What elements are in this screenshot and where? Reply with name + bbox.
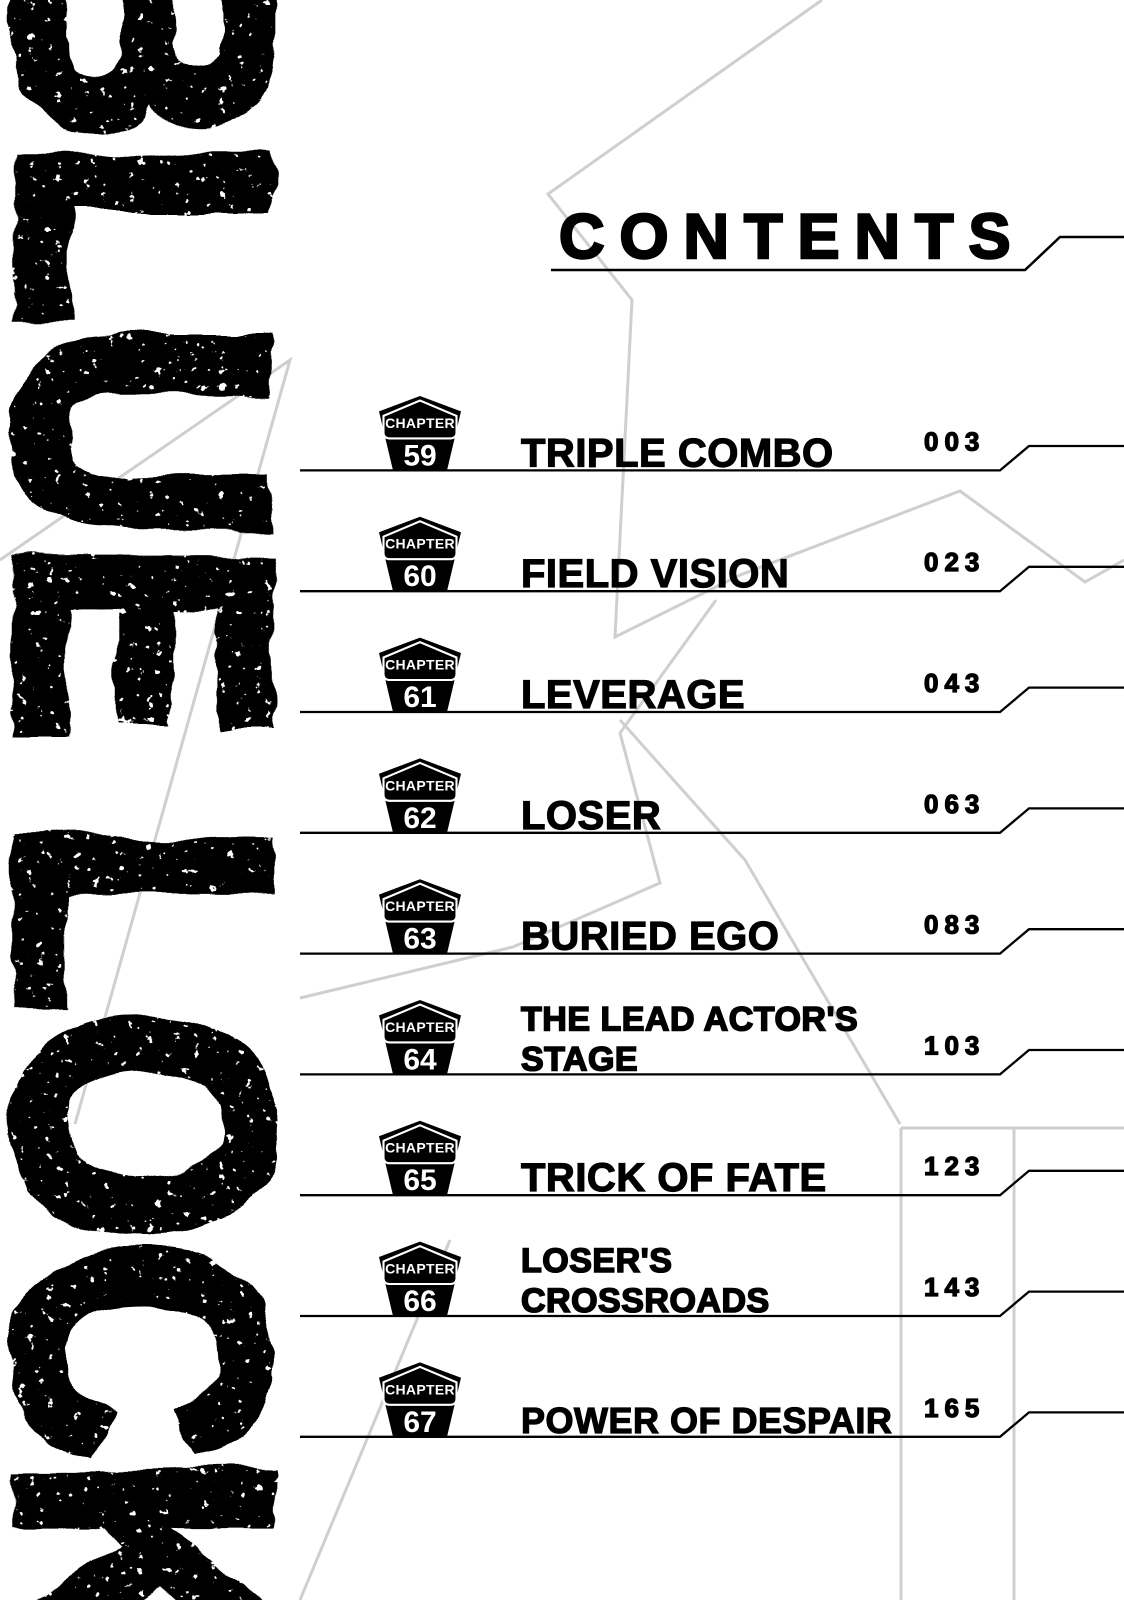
svg-text:STAGE: STAGE bbox=[521, 1040, 638, 1078]
svg-text:61: 61 bbox=[403, 681, 436, 714]
svg-text:60: 60 bbox=[403, 560, 436, 593]
svg-text:083: 083 bbox=[924, 910, 985, 940]
svg-text:THE LEAD ACTOR'S: THE LEAD ACTOR'S bbox=[521, 1000, 858, 1038]
svg-text:123: 123 bbox=[924, 1151, 985, 1181]
svg-text:63: 63 bbox=[403, 923, 436, 956]
svg-text:063: 063 bbox=[924, 789, 985, 819]
svg-text:023: 023 bbox=[924, 547, 985, 577]
svg-text:CHAPTER: CHAPTER bbox=[385, 898, 455, 914]
svg-text:043: 043 bbox=[924, 668, 985, 698]
svg-text:66: 66 bbox=[403, 1285, 436, 1318]
svg-text:59: 59 bbox=[403, 439, 436, 472]
svg-text:TRICK OF FATE: TRICK OF FATE bbox=[521, 1156, 827, 1200]
svg-text:CHAPTER: CHAPTER bbox=[385, 1140, 455, 1156]
svg-text:TRIPLE COMBO: TRIPLE COMBO bbox=[521, 431, 834, 475]
svg-text:62: 62 bbox=[403, 802, 436, 835]
svg-text:CHAPTER: CHAPTER bbox=[385, 1019, 455, 1035]
svg-text:003: 003 bbox=[924, 426, 985, 456]
svg-text:64: 64 bbox=[403, 1043, 437, 1076]
svg-text:CHAPTER: CHAPTER bbox=[385, 777, 455, 793]
svg-text:CHAPTER: CHAPTER bbox=[385, 1261, 455, 1277]
svg-text:LOSER: LOSER bbox=[521, 794, 661, 838]
svg-text:CHAPTER: CHAPTER bbox=[385, 536, 455, 552]
svg-text:BURIED EGO: BURIED EGO bbox=[521, 915, 779, 959]
svg-text:67: 67 bbox=[403, 1406, 436, 1439]
svg-text:143: 143 bbox=[924, 1272, 985, 1302]
svg-text:CHAPTER: CHAPTER bbox=[385, 1381, 455, 1397]
svg-text:CROSSROADS: CROSSROADS bbox=[521, 1282, 770, 1320]
svg-text:POWER OF DESPAIR: POWER OF DESPAIR bbox=[521, 1400, 892, 1441]
svg-text:LOSER'S: LOSER'S bbox=[521, 1242, 672, 1280]
svg-text:LEVERAGE: LEVERAGE bbox=[521, 673, 745, 717]
svg-text:CHAPTER: CHAPTER bbox=[385, 415, 455, 431]
svg-text:103: 103 bbox=[924, 1030, 985, 1060]
svg-text:FIELD VISION: FIELD VISION bbox=[521, 552, 789, 596]
svg-text:CHAPTER: CHAPTER bbox=[385, 657, 455, 673]
svg-text:165: 165 bbox=[924, 1393, 985, 1423]
svg-text:65: 65 bbox=[403, 1164, 436, 1197]
